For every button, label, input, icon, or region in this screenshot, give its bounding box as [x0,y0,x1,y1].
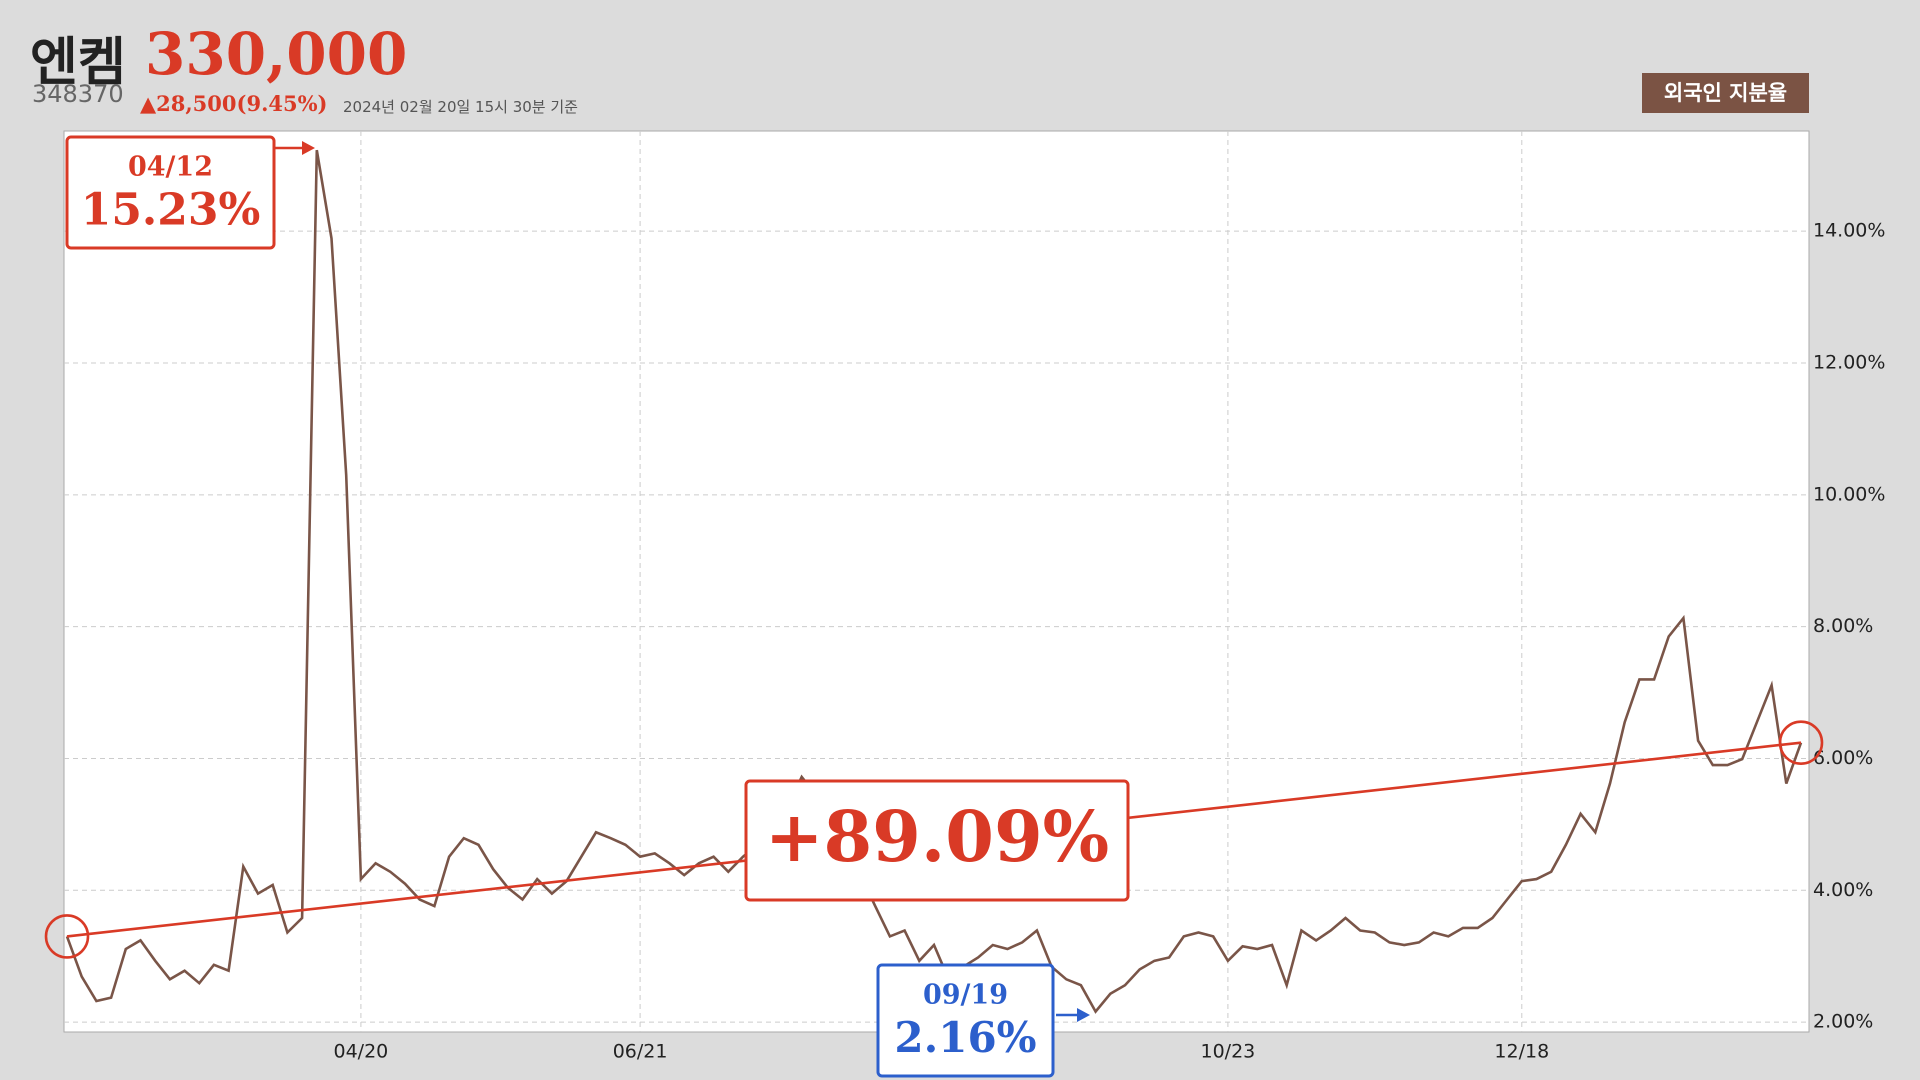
x-tick-label: 04/20 [334,1041,389,1063]
annotation-date: 09/19 [923,980,1008,1011]
endpoint-circle [1778,720,1824,765]
y-tick-label: 6.00% [1813,747,1873,769]
stock-name: 엔켐 [30,33,126,93]
y-tick-label: 4.00% [1813,879,1873,901]
y-tick-label: 10.00% [1813,483,1885,505]
x-tick-label: 06/21 [613,1041,668,1063]
stock-price: 330,000 [145,20,408,88]
annotation-box [876,963,1055,1078]
annotation-box [65,135,276,250]
timestamp: 2024년 02월 20일 15시 30분 기준 [343,98,578,116]
data-line [65,149,1803,1014]
annotation-arrowhead [302,141,315,155]
change-box [744,779,1130,902]
annotation-value: 15.23% [81,185,261,236]
price-change: ▲28,500(9.45%) [140,91,328,116]
y-tick-label: 14.00% [1813,220,1885,242]
y-tick-label: 8.00% [1813,615,1873,637]
annotation-value: 2.16% [894,1013,1036,1062]
stock-code: 348370 [32,80,124,108]
y-tick-label: 12.00% [1813,352,1885,374]
annotation-date: 04/12 [128,152,213,183]
x-tick-label: 12/18 [1494,1041,1549,1063]
y-tick-label: 2.00% [1813,1011,1873,1033]
badge: 외국인 지분율 [1642,73,1809,113]
change-label: +89.09% [765,795,1109,878]
x-tick-label: 10/23 [1201,1041,1256,1063]
annotation-arrowhead [1077,1008,1090,1022]
endpoint-circle [44,914,90,959]
